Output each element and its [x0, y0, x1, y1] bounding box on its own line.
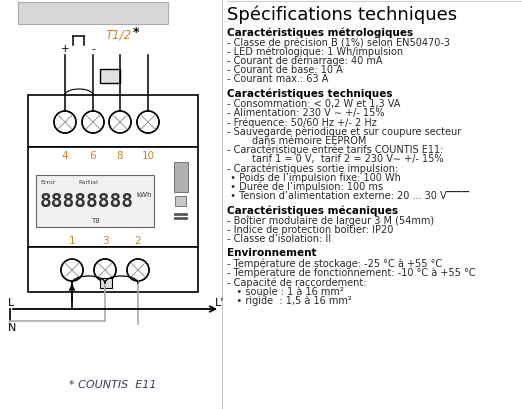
Circle shape: [137, 112, 159, 134]
Circle shape: [82, 112, 104, 134]
Text: - Indice de protection boîtier: IP20: - Indice de protection boîtier: IP20: [227, 225, 394, 235]
Bar: [28, 247, 198, 292]
Text: • Tension d’alimentation externe: 20 ... 30 V▔▔▔: • Tension d’alimentation externe: 20 ...…: [227, 191, 469, 200]
Text: • Durée de l’impulsion: 100 ms: • Durée de l’impulsion: 100 ms: [227, 181, 383, 192]
Text: - Alimentation: 230 V ∼ +/- 15%: - Alimentation: 230 V ∼ +/- 15%: [227, 108, 385, 118]
Bar: [36, 175, 154, 227]
Text: 88888888: 88888888: [40, 191, 134, 211]
Text: 8: 8: [117, 151, 123, 161]
Bar: [175, 196, 186, 207]
Text: - Consommation: < 0,2 W et 1,3 VA: - Consommation: < 0,2 W et 1,3 VA: [227, 99, 400, 109]
Circle shape: [94, 259, 116, 281]
Text: 6: 6: [90, 151, 97, 161]
Bar: [28, 148, 198, 247]
Text: -: -: [91, 44, 95, 54]
Text: - Sauvegarde périodique et sur coupure secteur: - Sauvegarde périodique et sur coupure s…: [227, 126, 461, 137]
Text: Environnement: Environnement: [227, 248, 316, 258]
Text: * COUNTIS  E11: * COUNTIS E11: [69, 379, 157, 389]
Text: Caractéristiques techniques: Caractéristiques techniques: [227, 88, 393, 99]
Text: - Température de stockage: -25 °C à +55 °C: - Température de stockage: -25 °C à +55 …: [227, 258, 442, 269]
Text: 3: 3: [102, 236, 108, 245]
Bar: [174, 163, 188, 193]
Text: 2: 2: [135, 236, 141, 245]
Text: tarif 1 = 0 V,  tarif 2 = 230 V∼ +/- 15%: tarif 1 = 0 V, tarif 2 = 230 V∼ +/- 15%: [227, 154, 444, 164]
Text: T1/2: T1/2: [105, 28, 131, 41]
Text: N: N: [8, 322, 16, 332]
Text: Spécifications techniques: Spécifications techniques: [227, 6, 457, 25]
Text: T8: T8: [91, 218, 99, 223]
Text: • Poids de l’impulsion fixe: 100 Wh: • Poids de l’impulsion fixe: 100 Wh: [227, 172, 401, 182]
Text: Caractéristiques mécaniques: Caractéristiques mécaniques: [227, 204, 398, 215]
Text: - Boîtier modulaire de largeur 3 M (54mm): - Boîtier modulaire de largeur 3 M (54mm…: [227, 215, 434, 226]
Text: 1: 1: [69, 236, 75, 245]
Text: *: *: [133, 26, 139, 39]
Text: Error: Error: [40, 180, 55, 184]
Circle shape: [127, 259, 149, 281]
Text: +: +: [61, 44, 69, 54]
Text: • souple : 1 à 16 mm²: • souple : 1 à 16 mm²: [227, 286, 344, 296]
Text: - Courant max.: 63 A: - Courant max.: 63 A: [227, 74, 328, 84]
Text: - Caractéristiques sortie impulsion:: - Caractéristiques sortie impulsion:: [227, 163, 398, 173]
Bar: [100, 278, 112, 288]
Circle shape: [54, 112, 76, 134]
Text: 10: 10: [141, 151, 155, 161]
Text: - Fréquence: 50/60 Hz +/- 2 Hz: - Fréquence: 50/60 Hz +/- 2 Hz: [227, 117, 377, 128]
Text: - Classe de précision B (1%) selon EN50470-3: - Classe de précision B (1%) selon EN504…: [227, 37, 450, 48]
Text: - Capacité de raccordement:: - Capacité de raccordement:: [227, 276, 366, 287]
Text: - LED métrologique: 1 Wh/impulsion: - LED métrologique: 1 Wh/impulsion: [227, 47, 403, 57]
Circle shape: [109, 112, 131, 134]
Text: L': L': [215, 297, 224, 307]
Text: - Courant de base: 10 A: - Courant de base: 10 A: [227, 65, 343, 75]
Text: L: L: [8, 297, 14, 307]
Text: 4: 4: [62, 151, 68, 161]
Text: kWh: kWh: [136, 191, 152, 198]
Bar: [100, 70, 120, 84]
Text: - Courant de démarrage: 40 mA: - Courant de démarrage: 40 mA: [227, 56, 383, 66]
Bar: [18, 3, 168, 25]
Text: - Température de fonctionnement: -10 °C à +55 °C: - Température de fonctionnement: -10 °C …: [227, 267, 476, 278]
Text: dans mémoire EEPROM: dans mémoire EEPROM: [227, 135, 366, 146]
Text: Partial: Partial: [78, 180, 98, 184]
Bar: [28, 96, 198, 148]
Text: Caractéristiques métrologiques: Caractéristiques métrologiques: [227, 27, 413, 37]
Text: - Caractéristique entrée tarifs COUNTIS E11:: - Caractéristique entrée tarifs COUNTIS …: [227, 145, 443, 155]
Circle shape: [61, 259, 83, 281]
Text: • rigide  : 1,5 à 16 mm²: • rigide : 1,5 à 16 mm²: [227, 295, 352, 306]
Text: - Classe d’isolation: II: - Classe d’isolation: II: [227, 234, 331, 243]
